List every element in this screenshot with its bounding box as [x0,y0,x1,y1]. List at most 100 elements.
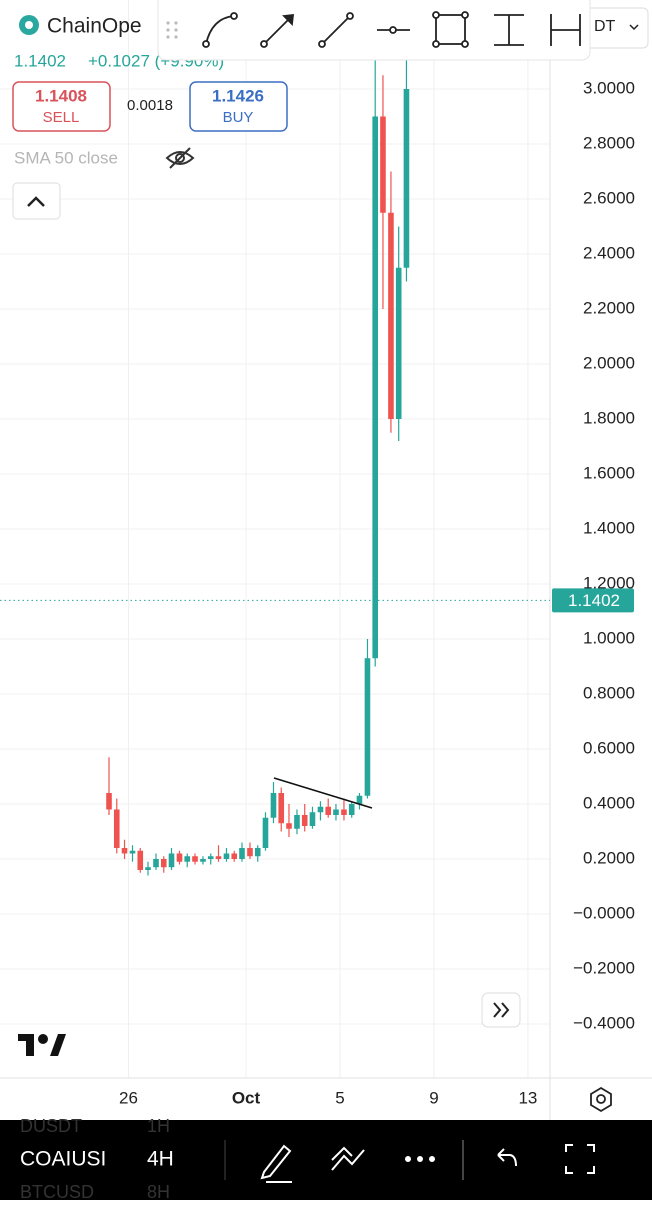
tool-price-range[interactable] [494,14,524,46]
candle-body [294,814,300,829]
undo-button[interactable] [497,1148,517,1167]
y-tick-label: 1.2000 [583,573,635,592]
y-tick-label: −0.0000 [573,903,635,922]
next-interval: 8H [147,1182,170,1200]
y-tick-label: −0.4000 [573,1013,635,1032]
candle-body [153,858,159,868]
bottom-icons [260,1140,595,1183]
spread: 0.0018 [127,97,173,114]
tool-rectangle[interactable] [432,11,469,48]
next-symbol: BTCUSD [20,1182,94,1200]
buy-button[interactable] [189,81,288,132]
sell-button[interactable] [12,81,111,132]
x-tick-label: 5 [335,1088,344,1107]
fullscreen-button[interactable] [565,1144,595,1174]
sell-price: 1.1408 [35,86,87,105]
prev-interval: 1H [147,1116,170,1136]
candle-body [286,823,292,829]
candle-body [309,812,316,826]
candle-body [239,847,245,859]
candle-body [215,856,222,859]
candle-body [145,867,151,870]
indicators-button[interactable] [331,1146,365,1171]
double-chevron [493,1002,510,1018]
collapse-button[interactable] [12,182,61,220]
candle-body [231,853,238,859]
candle-body [168,853,175,868]
tool-date-range[interactable] [550,14,581,46]
candles [106,33,410,876]
last-price: 1.1402 [0,588,634,613]
candle-body [254,847,261,857]
candle-body [301,814,308,826]
trend-line [273,777,373,809]
candle-body [121,847,128,854]
candle-body [403,88,410,268]
y-tick-label: 2.6000 [583,188,635,207]
drag-handle[interactable] [166,21,178,39]
tool-curve[interactable] [202,12,238,48]
candle-body [207,856,214,859]
tradingview-logo [18,1034,66,1056]
chevron-down [629,24,639,31]
more-button[interactable] [405,1156,435,1162]
candle-body [372,116,379,659]
candle-body [388,212,394,419]
y-tick-label: 1.6000 [583,463,635,482]
y-tick-label: 2.4000 [583,243,635,262]
candle-body [176,853,183,862]
last-price-label: 1.1402 [568,591,620,610]
y-tick-label: 2.2000 [583,298,635,317]
indicator-label[interactable]: SMA 50 close [14,148,118,167]
tool-trend[interactable] [318,12,354,48]
prev-symbol: DUSDT [20,1116,82,1136]
drawing-toolbar [157,0,591,61]
candle-body [341,809,347,815]
buy-label: BUY [223,109,254,126]
y-tick-label: 1.8000 [583,408,635,427]
candle-body [129,850,136,854]
chevron-up [27,196,45,207]
candle-body [106,792,112,810]
candle-body [247,847,253,857]
buy-price: 1.1426 [212,86,264,105]
candle-body [395,267,402,419]
quote: 1.1402 [14,51,66,70]
toolbar-icons [202,11,581,48]
tool-arrow[interactable] [260,13,295,48]
price-axis: 3.0000 2.8000 2.6000 2.4000 2.2000 2.0000 1.80… [573,78,635,1032]
y-tick-label: 1.0000 [583,628,635,647]
x-tick-label: Oct [232,1088,261,1107]
candle-body [262,817,269,848]
candle-body [223,853,230,859]
candle-body [278,792,285,824]
symbol-logo [25,21,33,29]
candle-body [356,795,363,804]
interval-picker[interactable]: 4H [147,1148,174,1171]
symbol-picker[interactable]: COAIUSI [20,1148,106,1171]
bottom-bar [0,1120,652,1200]
last-price-tag [552,588,634,613]
settings-icon[interactable] [590,1086,612,1113]
candle-body [137,850,144,870]
y-tick-label: 0.8000 [583,683,635,702]
candle-body [364,658,371,796]
draw-button[interactable] [260,1144,292,1183]
currency: DT [594,18,616,35]
candle-body [348,803,355,815]
y-tick-label: 0.4000 [583,793,635,812]
candle-body [160,858,167,868]
y-tick-label: −0.2000 [573,958,635,977]
y-tick-label: 3.0000 [583,78,635,97]
tool-horizontal[interactable] [377,26,410,34]
y-tick-label: 0.6000 [583,738,635,757]
symbol-name[interactable]: ChainOpe [47,15,142,38]
x-tick-label: 9 [429,1088,438,1107]
y-tick-label: 2.8000 [583,133,635,152]
y-tick-label: 1.4000 [583,518,635,537]
grid [0,0,550,1078]
hide-icon[interactable] [165,147,195,169]
candle-body [270,792,277,818]
